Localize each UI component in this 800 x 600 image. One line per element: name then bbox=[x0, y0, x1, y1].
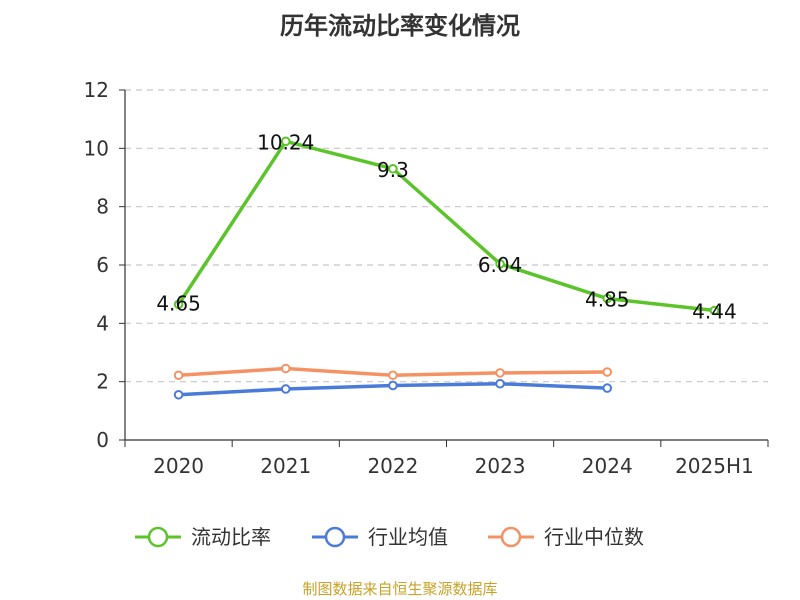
source-footnote: 制图数据来自恒生聚源数据库 bbox=[302, 580, 497, 598]
legend-marker bbox=[500, 526, 522, 548]
data-point bbox=[602, 367, 613, 377]
data-label: 6.04 bbox=[478, 253, 523, 277]
series-layer bbox=[173, 136, 720, 400]
data-point bbox=[709, 305, 720, 316]
y-axis: 0 2 4 6 8 10 12 bbox=[84, 78, 126, 452]
data-label: 9.3 bbox=[377, 158, 409, 182]
x-tick-label: 2021 bbox=[260, 454, 311, 478]
data-point bbox=[495, 259, 505, 269]
y-tick-label: 8 bbox=[96, 195, 109, 219]
legend-label: 行业中位数 bbox=[544, 525, 644, 549]
data-point bbox=[495, 368, 505, 378]
data-point bbox=[280, 384, 291, 394]
data-point bbox=[173, 370, 184, 381]
legend-marker bbox=[147, 526, 169, 548]
x-tick-label: 2025H1 bbox=[675, 454, 754, 478]
grid bbox=[125, 89, 768, 383]
data-point bbox=[280, 363, 291, 374]
x-axis: 2020 2021 2022 2023 2024 2025H1 bbox=[124, 439, 769, 478]
data-label: 4.85 bbox=[585, 288, 630, 312]
data-point bbox=[388, 380, 398, 391]
data-point bbox=[602, 383, 613, 393]
data-label: 4.65 bbox=[156, 291, 201, 315]
series-line-0 bbox=[177, 139, 715, 313]
data-point bbox=[495, 378, 505, 389]
legend-label: 行业均值 bbox=[368, 525, 448, 549]
data-point bbox=[280, 136, 291, 147]
y-tick-label: 4 bbox=[96, 311, 109, 335]
legend: 流动比率 行业均值 行业中位数 bbox=[135, 525, 644, 549]
data-point bbox=[388, 163, 398, 174]
data-label: 4.44 bbox=[692, 300, 737, 324]
legend-label: 流动比率 bbox=[191, 525, 271, 549]
y-tick-label: 2 bbox=[96, 370, 109, 394]
legend-marker bbox=[324, 526, 346, 548]
y-tick-label: 12 bbox=[84, 78, 109, 102]
data-point bbox=[173, 389, 184, 400]
data-point bbox=[173, 299, 184, 310]
chart-title: 历年流动比率变化情况 bbox=[280, 12, 520, 40]
data-labels: 4.65 10.24 9.3 6.04 4.85 4.44 bbox=[156, 130, 736, 323]
x-tick-label: 2023 bbox=[475, 454, 526, 478]
data-label: 10.24 bbox=[257, 130, 314, 154]
x-tick-label: 2020 bbox=[153, 454, 204, 478]
data-point bbox=[388, 370, 398, 381]
x-tick-label: 2022 bbox=[367, 454, 418, 478]
y-tick-label: 6 bbox=[96, 253, 109, 277]
y-tick-label: 0 bbox=[96, 428, 109, 452]
x-tick-label: 2024 bbox=[582, 454, 633, 478]
y-tick-label: 10 bbox=[84, 136, 109, 160]
data-point bbox=[602, 293, 613, 304]
